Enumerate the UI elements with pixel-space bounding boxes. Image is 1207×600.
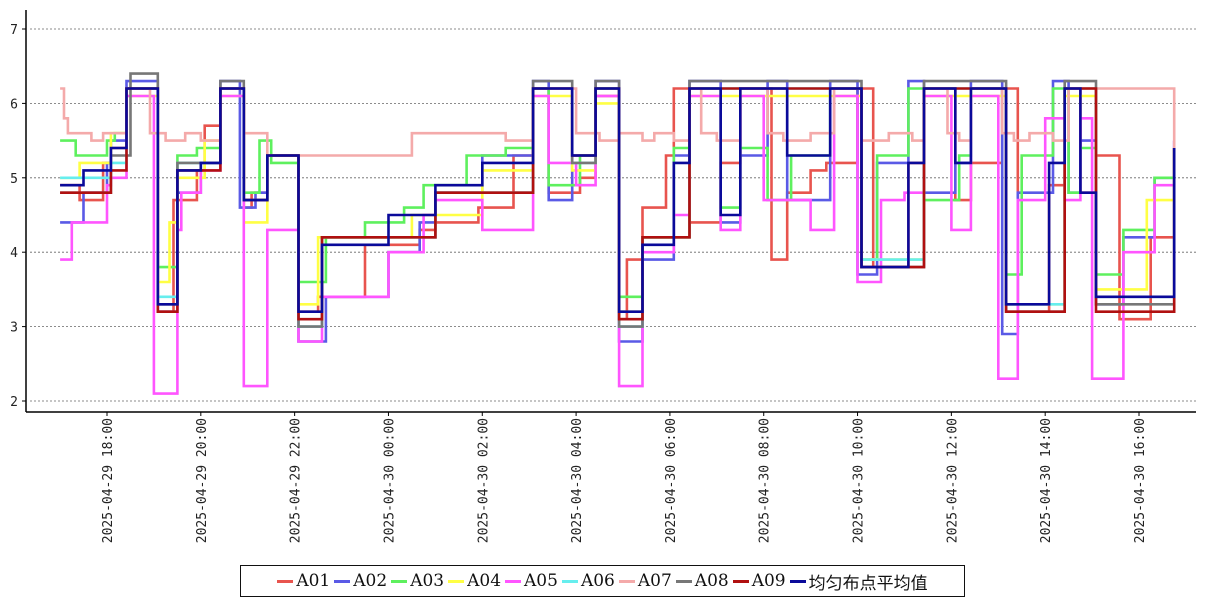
y-tick-label: 3: [10, 321, 18, 336]
legend-item-5: A05: [505, 571, 558, 591]
legend-swatch: [448, 579, 465, 583]
series-lines: [60, 72, 1176, 395]
legend-label: A07: [637, 571, 672, 591]
legend-label: A05: [524, 571, 558, 591]
y-tick-label: 7: [10, 23, 18, 38]
legend-label: A09: [751, 571, 786, 591]
series-line-7: [60, 87, 1176, 157]
x-tick-label: 2025-04-30 08:00: [758, 418, 773, 543]
x-tick-label: 2025-04-30 16:00: [1133, 418, 1148, 543]
x-tick-label: 2025-04-29 18:00: [101, 418, 116, 543]
legend-swatch: [505, 579, 522, 583]
legend-item-10: 均匀布点平均值: [789, 569, 928, 594]
legend-item-6: A06: [561, 571, 615, 591]
legend: A01 A02 A03 A04 A05 A06 A07 A08 A09 均匀布点平均值: [240, 565, 965, 597]
series-line-5: [60, 94, 1176, 395]
x-tick-label: 2025-04-30 12:00: [945, 418, 960, 543]
x-tick-label: 2025-04-30 14:00: [1039, 418, 1054, 543]
y-tick-label: 5: [10, 172, 18, 187]
legend-swatch: [618, 579, 635, 583]
legend-swatch: [277, 579, 294, 583]
y-tick-labels: 2 3 4 5 6 7: [10, 23, 26, 410]
legend-item-9: A09: [732, 571, 786, 591]
y-tick-label: 6: [10, 97, 18, 112]
y-tick-label: 4: [10, 246, 18, 261]
x-tick-label: 2025-04-30 10:00: [852, 418, 867, 543]
x-tick-label: 2025-04-30 06:00: [664, 418, 679, 543]
legend-swatch: [334, 579, 351, 583]
legend-swatch: [732, 579, 749, 583]
x-tick-label: 2025-04-30 00:00: [382, 418, 397, 543]
legend-item-1: A01: [277, 571, 330, 591]
series-line-10: [60, 87, 1176, 313]
legend-label: 均匀布点平均值: [808, 573, 928, 594]
legend-item-4: A04: [448, 571, 501, 591]
legend-swatch: [789, 579, 806, 583]
legend-label: A01: [296, 571, 331, 591]
legend-label: A06: [580, 571, 615, 591]
legend-label: A08: [694, 571, 729, 591]
x-tick-labels: 2025-04-29 18:00 2025-04-29 20:00 2025-04-…: [101, 412, 1148, 543]
series-line-8: [60, 72, 1176, 328]
legend-label: A04: [467, 571, 502, 591]
legend-swatch: [391, 579, 408, 583]
x-tick-label: 2025-04-30 04:00: [570, 418, 585, 543]
y-tick-label: 2: [10, 395, 18, 410]
x-tick-label: 2025-04-29 20:00: [195, 418, 210, 543]
legend-item-3: A03: [391, 571, 444, 591]
legend-swatch: [561, 579, 578, 583]
legend-label: A02: [353, 571, 388, 591]
x-tick-label: 2025-04-30 02:00: [476, 418, 491, 543]
legend-swatch: [675, 579, 692, 583]
legend-item-8: A08: [675, 571, 729, 591]
legend-item-7: A07: [618, 571, 672, 591]
legend-item-2: A02: [334, 571, 387, 591]
axes: [25, 10, 1196, 413]
legend-label: A03: [410, 571, 445, 591]
x-tick-label: 2025-04-29 22:00: [289, 418, 304, 543]
